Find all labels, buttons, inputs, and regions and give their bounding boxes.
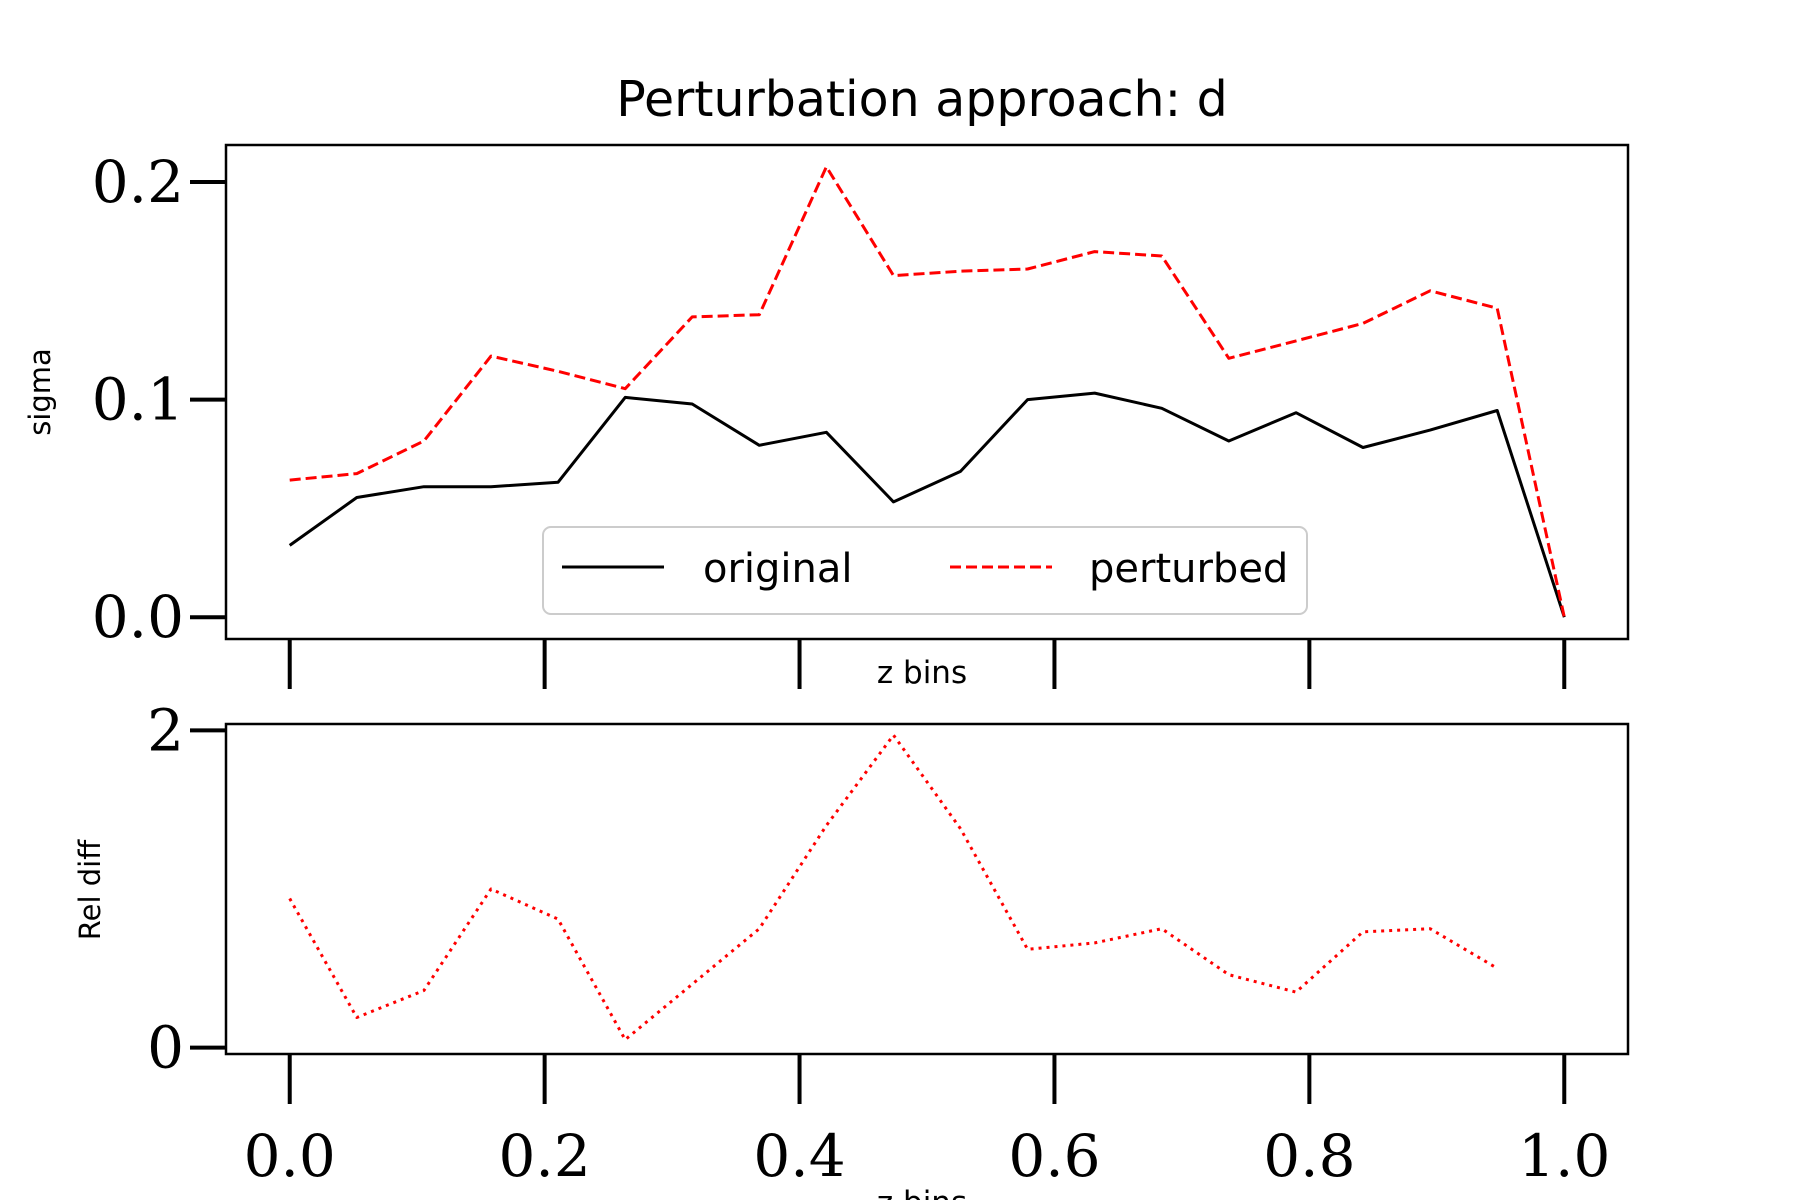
data-point <box>892 500 896 504</box>
top-plot-lines <box>288 165 1566 619</box>
data-point <box>1428 428 1432 432</box>
legend-box <box>542 526 1308 615</box>
bottom-y-axis-label: Rel diff <box>73 839 107 940</box>
data-point <box>623 1038 627 1042</box>
x-tick-label: 1.0 <box>1518 1122 1610 1190</box>
data-point <box>1026 398 1030 402</box>
data-point <box>355 496 359 500</box>
data-point <box>288 897 292 901</box>
data-point <box>489 887 493 891</box>
data-point <box>1227 356 1231 360</box>
bottom-y-ticks: 02 <box>147 696 226 1082</box>
data-point <box>1495 966 1499 970</box>
data-point <box>1361 446 1365 450</box>
series-line-perturbed <box>289 165 1566 618</box>
top-y-axis-label: sigma <box>23 348 57 436</box>
data-point <box>1093 391 1097 395</box>
data-point <box>1026 947 1030 951</box>
data-point <box>757 313 761 317</box>
data-point <box>1495 409 1499 413</box>
data-point <box>422 439 426 443</box>
data-point <box>690 402 694 406</box>
data-point <box>892 733 896 737</box>
data-point <box>556 369 560 373</box>
data-point <box>1361 930 1365 934</box>
y-tick-label: 0 <box>147 1014 184 1082</box>
y-tick-label: 0.2 <box>92 148 184 216</box>
data-point <box>1160 927 1164 931</box>
data-point <box>824 165 828 169</box>
data-point <box>959 469 963 473</box>
legend-perturbed-label: perturbed <box>1089 546 1288 592</box>
data-point <box>355 472 359 476</box>
x-tick-label: 0.0 <box>244 1122 336 1190</box>
chart-title: Perturbation approach: d <box>616 71 1228 128</box>
top-axes-frame <box>224 143 1630 641</box>
data-point <box>1294 411 1298 415</box>
data-point <box>824 824 828 828</box>
data-point <box>1160 406 1164 410</box>
data-point <box>959 827 963 831</box>
data-point <box>1294 990 1298 994</box>
data-point <box>422 989 426 993</box>
top-y-ticks: 0.0 0.1 0.2 <box>92 148 226 651</box>
data-point <box>1495 306 1499 310</box>
data-point <box>690 315 694 319</box>
top-x-axis-label: z bins <box>877 655 967 691</box>
data-point <box>623 395 627 399</box>
data-point <box>623 387 627 391</box>
y-tick-label: 2 <box>147 696 184 764</box>
data-point <box>422 485 426 489</box>
bottom-x-axis-label: z bins <box>877 1185 967 1200</box>
data-point <box>489 485 493 489</box>
data-point <box>489 354 493 358</box>
legend: original perturbed <box>542 526 1308 615</box>
data-point <box>288 543 292 547</box>
top-x-ticks <box>287 639 1567 689</box>
x-tick-label: 0.6 <box>1008 1122 1100 1190</box>
series-line-series-0 <box>288 733 1498 1042</box>
legend-original-label: original <box>703 546 853 592</box>
x-tick-label: 0.2 <box>499 1122 591 1190</box>
data-point <box>757 927 761 931</box>
data-point <box>690 982 694 986</box>
x-tick-label: 0.4 <box>753 1122 845 1190</box>
bottom-axes-frame <box>224 722 1630 1056</box>
data-point <box>1227 439 1231 443</box>
bottom-plot-lines <box>288 733 1499 1042</box>
data-point <box>1428 927 1432 931</box>
series-line-original <box>288 391 1566 618</box>
data-point <box>892 274 896 278</box>
data-point <box>1093 250 1097 254</box>
data-point <box>1562 615 1566 619</box>
data-point <box>1160 254 1164 258</box>
data-point <box>1428 289 1432 293</box>
data-point <box>1294 339 1298 343</box>
y-tick-label: 0.1 <box>92 366 184 434</box>
y-tick-label: 0.0 <box>92 583 184 651</box>
data-point <box>1093 941 1097 945</box>
data-point <box>355 1016 359 1020</box>
data-point <box>556 480 560 484</box>
x-tick-label: 0.8 <box>1263 1122 1355 1190</box>
bottom-x-ticks: 0.0 0.2 0.4 0.6 0.8 1.0 <box>244 1054 1610 1190</box>
data-point <box>1026 267 1030 271</box>
data-point <box>959 269 963 273</box>
data-point <box>824 430 828 434</box>
data-point <box>757 443 761 447</box>
data-point <box>1361 321 1365 325</box>
data-point <box>556 917 560 921</box>
data-point <box>288 478 292 482</box>
data-point <box>1227 973 1231 977</box>
